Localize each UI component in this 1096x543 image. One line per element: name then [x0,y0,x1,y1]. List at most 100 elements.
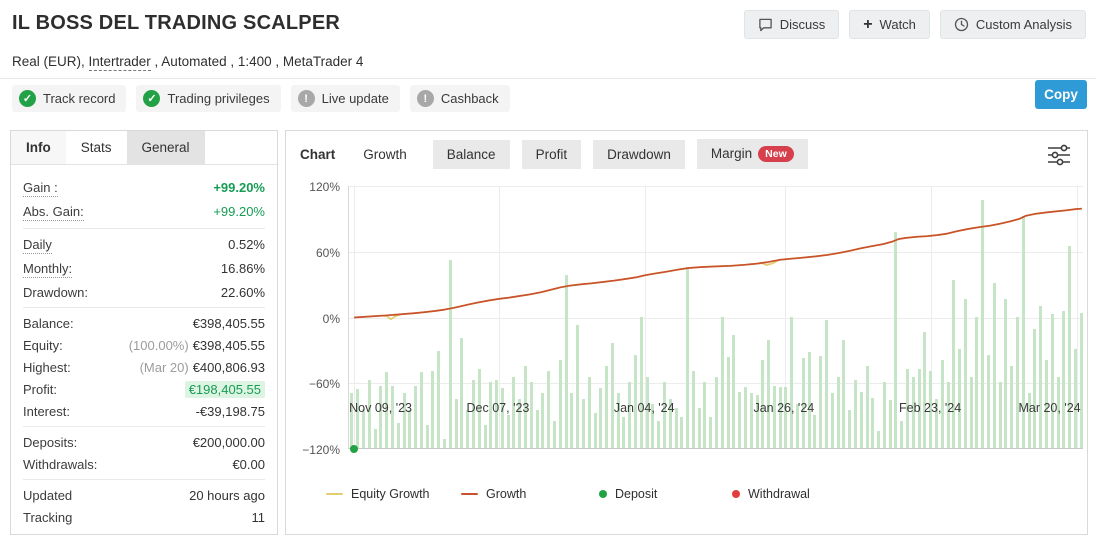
watch-label: Watch [879,17,916,32]
volume-bar [437,350,441,448]
stat-label[interactable]: Abs. Gain: [23,203,84,221]
tab-stats[interactable]: Stats [80,140,112,155]
badge-label: Cashback [440,91,499,106]
badge-cashback[interactable]: ! Cashback [409,85,510,112]
stat-row: Daily 0.52% [23,233,265,257]
sliders-icon[interactable] [1045,143,1073,172]
stat-group: Balance: €398,405.55 Equity: (100.00%) €398,… [23,307,265,426]
tab-profit[interactable]: Profit [521,139,582,169]
volume-bar [443,439,446,448]
volume-bar [830,393,834,448]
volume-bar [796,404,799,448]
tab-margin[interactable]: Margin New [696,139,808,169]
volume-bar [778,386,782,448]
badge-label: Track record [43,91,116,106]
custom-analysis-button[interactable]: Custom Analysis [939,10,1086,39]
plus-icon: + [863,15,873,33]
volume-bar [981,200,985,448]
legend-item-equity-growth: Equity Growth [326,487,430,501]
volume-bar [969,376,973,448]
volume-bar [686,267,690,448]
y-tick-label: 60% [315,245,340,260]
check-icon: ✓ [143,90,161,107]
discuss-label: Discuss [779,17,826,32]
volume-bar [1010,365,1014,448]
volume-bar [911,376,915,448]
stat-row: Monthly: 16.86% [23,257,265,281]
volume-bar [1004,299,1008,448]
volume-bar [761,360,765,448]
volume-bar [720,316,724,448]
y-tick-label: 0% [322,311,340,326]
stat-label: Deposits: [23,434,78,450]
header-divider [0,78,1096,79]
volume-bar [691,371,695,448]
stat-label[interactable]: Daily [23,236,52,254]
clock-icon [954,17,969,32]
volume-bar [801,358,805,448]
stats-list: Gain : +99.20% Abs. Gain: +99.20% Daily 0.52%… [11,165,277,532]
volume-bar [454,398,458,448]
volume-bar [859,392,863,448]
badge-live-update[interactable]: ! Live update [290,85,400,112]
volume-bar [668,398,672,448]
copy-button[interactable]: Copy [1035,80,1087,109]
volume-bar [743,386,747,448]
stat-group: Deposits: €200,000.00 Withdrawals: €0.00 [23,426,265,479]
broker-link[interactable]: Intertrader [88,54,151,71]
volume-bar [570,393,574,448]
badge-trading-privileges[interactable]: ✓ Trading privileges [136,85,281,112]
discuss-button[interactable]: Discuss [743,10,840,39]
volume-bar [992,282,996,448]
growth-chart-plot[interactable]: 120% 60% 0% −60% −120% [302,180,1083,457]
chart-tabs-label: Chart [300,146,336,162]
stat-row: Abs. Gain: +99.20% [23,200,265,224]
tab-info[interactable]: Info [11,131,66,164]
volume-bar [842,339,846,448]
volume-bar [489,382,493,448]
volume-bar [616,393,620,448]
x-tick-label: Nov 09, '23 [349,401,412,415]
v-gridline [1076,186,1078,448]
legend-item-deposit: Deposit [599,487,657,501]
account-subtitle: Real (EUR), Intertrader , Automated , 1:… [12,54,363,71]
stat-row: Deposits: €200,000.00 [23,431,265,453]
tab-growth[interactable]: Growth [349,139,421,169]
volume-bar [390,385,394,448]
legend-swatch [732,490,740,498]
volume-bar [529,382,533,448]
stat-label[interactable]: Monthly: [23,260,73,278]
badge-track-record[interactable]: ✓ Track record [12,85,127,112]
tab-balance[interactable]: Balance [432,139,510,169]
tab-general[interactable]: General [126,131,205,164]
volume-bar [807,351,811,448]
volume-bar [848,409,852,448]
stat-group: Daily 0.52% Monthly: 16.86% Drawdown: 22.60% [23,228,265,307]
stat-label[interactable]: Gain : [23,179,58,197]
volume-bar [929,371,933,448]
volume-bar [396,422,400,448]
volume-bar [1056,376,1060,448]
volume-bar [402,393,406,448]
stat-row: Profit: €198,405.55 [23,378,265,400]
volume-bar [958,349,962,448]
watch-button[interactable]: + Watch [849,10,930,39]
volume-bar [599,387,603,448]
volume-bar [772,385,776,448]
volume-bar [853,380,857,448]
stat-value: (100.00%) €398,405.55 [128,337,265,353]
legend-swatch [461,493,478,495]
volume-bar [414,385,418,448]
volume-bar [975,316,979,448]
volume-bar [819,356,823,448]
volume-bar [888,399,892,448]
volume-bar [500,387,504,448]
stat-label: Interest: [23,403,70,419]
subtitle-pre: Real (EUR), [12,54,89,69]
tab-drawdown[interactable]: Drawdown [593,139,685,169]
volume-bar [651,404,655,448]
volume-bar [1044,360,1048,448]
volume-bar [963,299,967,448]
v-gridline [784,186,786,448]
volume-bar [408,409,412,448]
